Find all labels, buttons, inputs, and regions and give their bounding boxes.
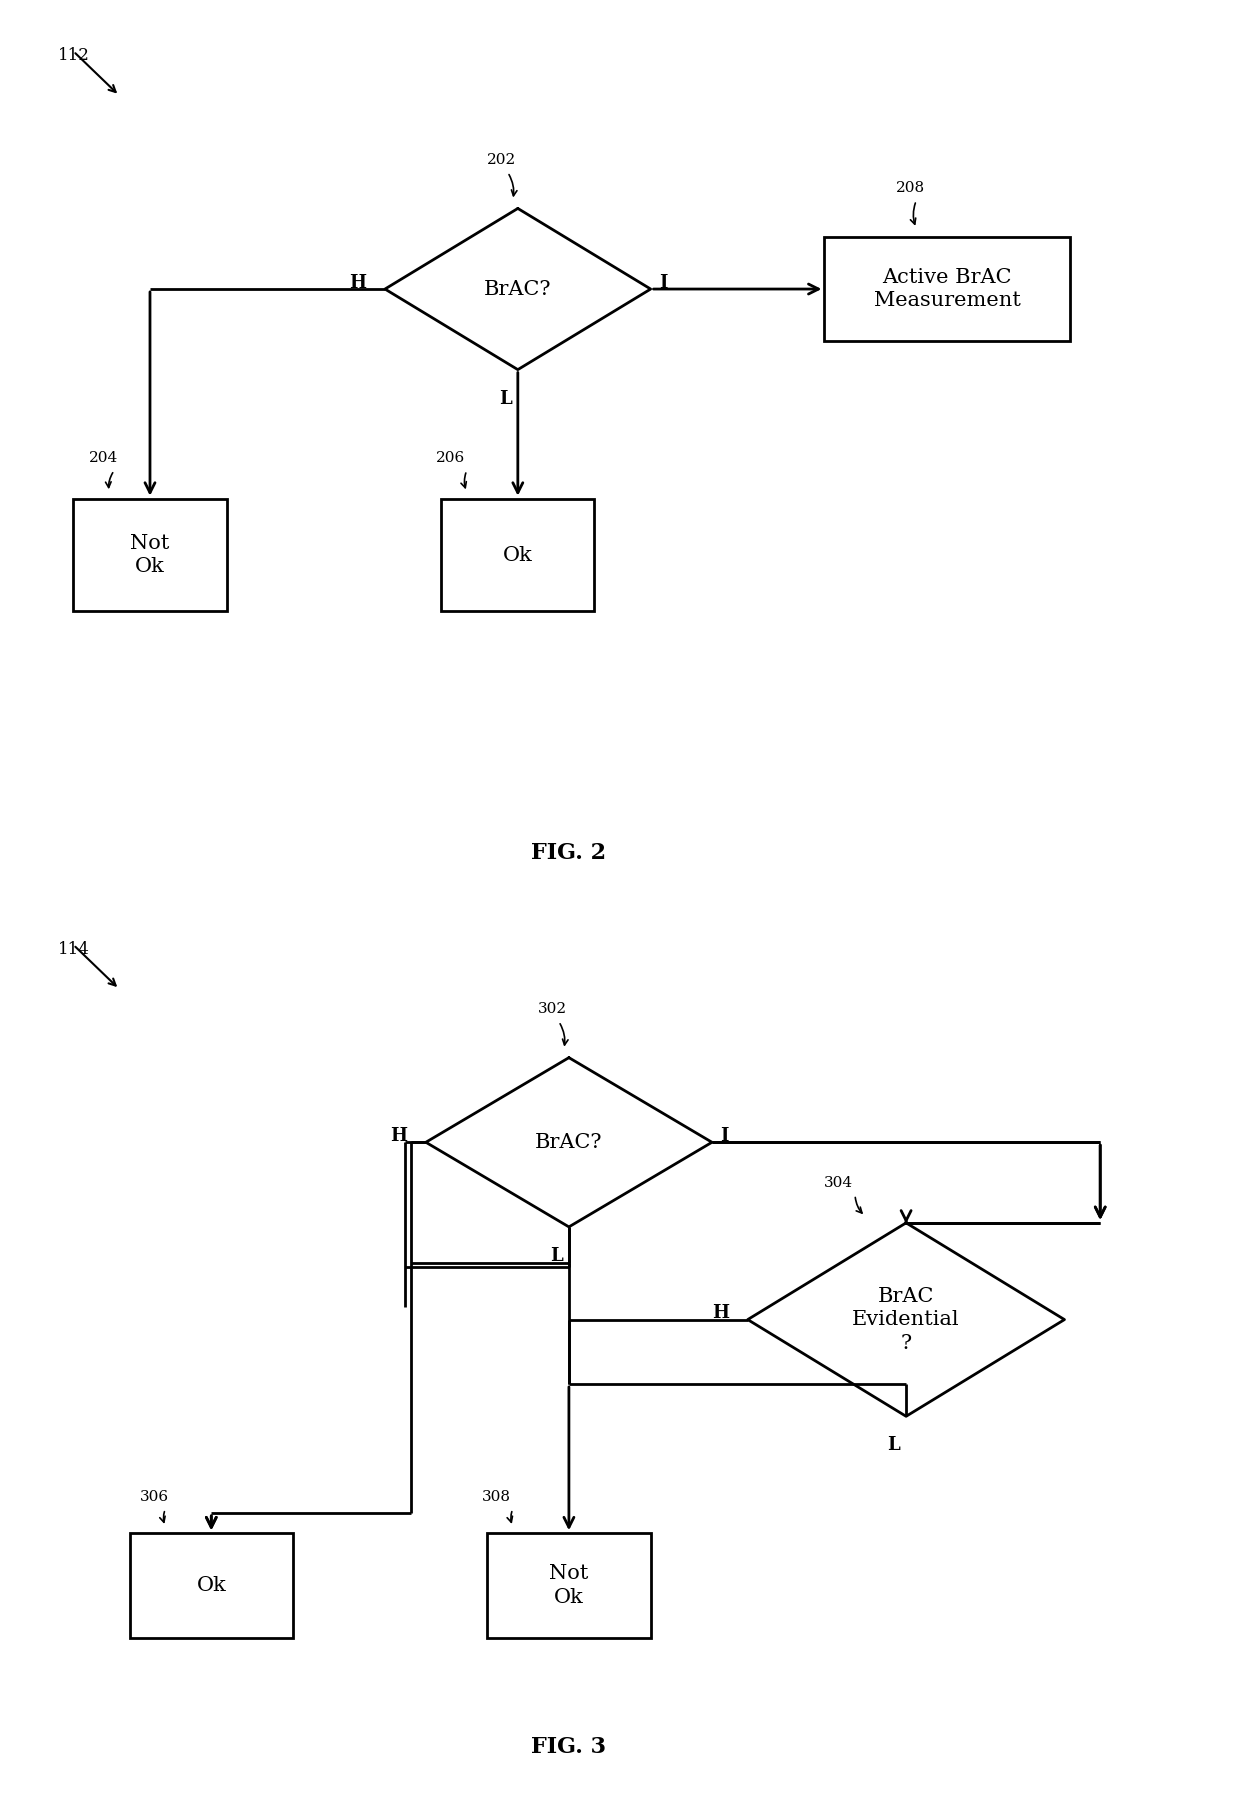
Text: H: H [712,1304,729,1322]
Text: BrAC?: BrAC? [484,280,552,298]
Text: BrAC?: BrAC? [536,1132,603,1152]
Text: FIG. 2: FIG. 2 [532,841,606,865]
Text: H: H [391,1127,408,1145]
Text: Not
Ok: Not Ok [130,535,170,576]
Text: 208: 208 [895,181,925,196]
Text: Active BrAC
Measurement: Active BrAC Measurement [873,267,1021,310]
Bar [73,499,227,612]
Text: Ok: Ok [196,1577,226,1595]
Bar [487,1534,651,1638]
Text: FIG. 3: FIG. 3 [532,1737,606,1758]
Text: 114: 114 [58,940,91,958]
Text: I: I [658,274,667,292]
Bar [825,237,1070,341]
Bar [129,1534,293,1638]
Text: Not
Ok: Not Ok [549,1564,589,1607]
Text: I: I [720,1127,729,1145]
Bar [441,499,594,612]
Text: L: L [888,1437,900,1455]
Text: H: H [350,274,367,292]
Text: 112: 112 [58,47,91,65]
Text: Ok: Ok [503,545,533,565]
Text: 306: 306 [140,1491,169,1503]
Text: 206: 206 [436,452,465,465]
Text: 202: 202 [487,152,516,167]
Text: BrAC
Evidential
?: BrAC Evidential ? [852,1286,960,1353]
Text: 308: 308 [482,1491,511,1503]
Text: L: L [500,389,512,407]
Text: 302: 302 [538,1003,568,1017]
Text: 304: 304 [825,1175,853,1189]
Text: L: L [551,1247,563,1265]
Text: 204: 204 [89,452,118,465]
